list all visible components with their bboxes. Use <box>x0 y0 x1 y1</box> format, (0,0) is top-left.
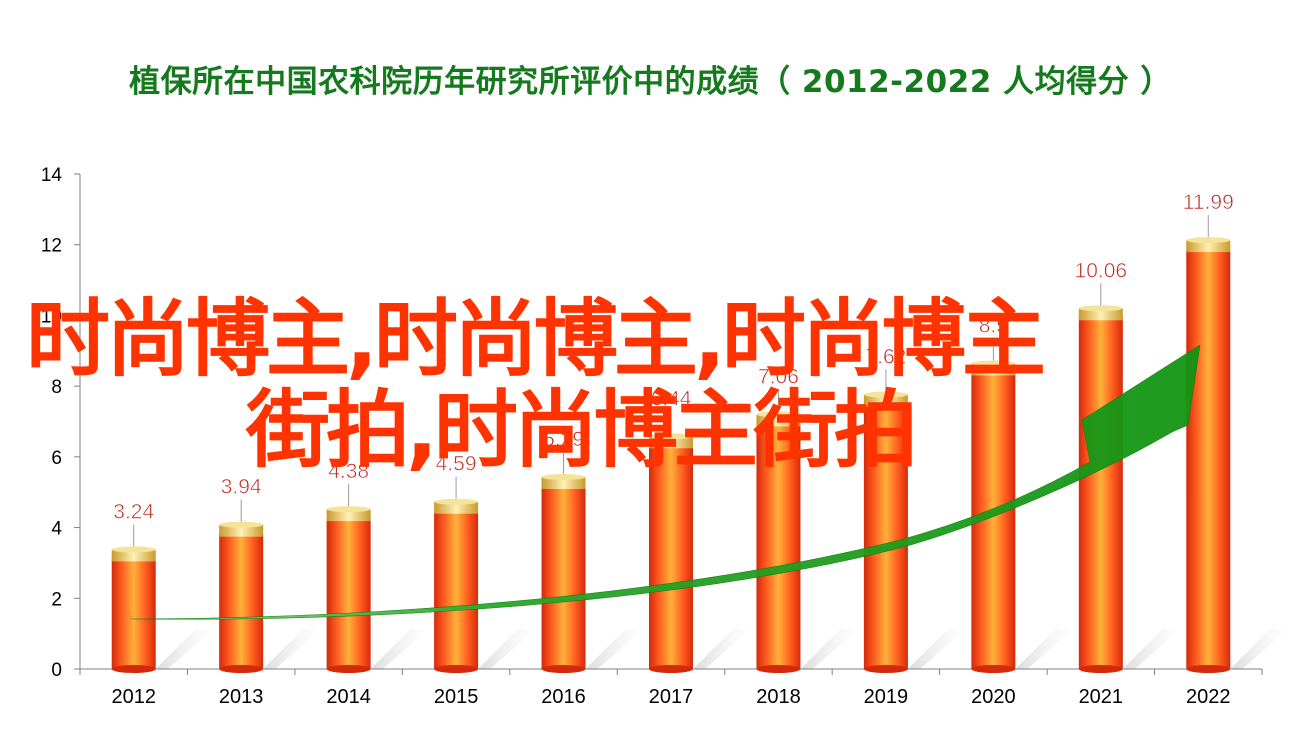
bar-shadow <box>1122 629 1181 669</box>
bar-shadow <box>1230 629 1289 669</box>
y-tick-label: 0 <box>51 660 62 681</box>
bar-cap-top <box>434 498 479 505</box>
data-label: 7.06 <box>758 365 799 388</box>
bar-base <box>971 665 1016 673</box>
x-tick-label: 2021 <box>1079 686 1124 708</box>
bar-cap <box>863 394 908 407</box>
bar-cap <box>111 549 156 562</box>
data-label: 6.44 <box>651 387 692 410</box>
data-label: 10.06 <box>1075 259 1128 282</box>
bar-cap-top <box>219 521 264 528</box>
bar-cap <box>541 476 586 489</box>
bar-base <box>1078 665 1123 673</box>
bar-base <box>111 665 156 673</box>
data-label: 11.99 <box>1183 191 1234 214</box>
data-label: 5.29 <box>543 428 584 451</box>
bar-base <box>219 665 264 673</box>
bar-cap <box>649 436 693 449</box>
bar-cap-top <box>326 506 371 513</box>
bar <box>863 403 908 669</box>
bar-shadow <box>585 629 644 669</box>
y-tick-label: 10 <box>41 306 62 327</box>
bar-cap-top <box>1186 237 1231 244</box>
x-tick-label: 2020 <box>971 686 1016 708</box>
bar-base <box>649 665 693 673</box>
y-tick-label: 14 <box>41 165 63 186</box>
bar-cap-top <box>863 391 908 398</box>
bar-cap <box>1186 240 1231 253</box>
chart-title: 植保所在中国农科院历年研究所评价中的成绩（ 2012-2022 人均得分 ） <box>129 64 1172 100</box>
x-tick-label: 2015 <box>434 686 479 708</box>
bar-base <box>541 665 586 673</box>
data-label: 8.5 <box>979 314 1008 337</box>
bar-shadow <box>800 629 859 669</box>
y-tick-label: 8 <box>51 377 62 398</box>
bar-shadow <box>155 629 214 669</box>
bar-cap <box>219 524 264 537</box>
trend-arrow <box>129 344 1201 620</box>
bar <box>1078 317 1123 669</box>
bar-cap <box>971 363 1016 376</box>
data-label: 3.94 <box>221 476 262 499</box>
y-tick-label: 12 <box>41 236 62 257</box>
y-tick-label: 4 <box>51 519 62 540</box>
data-label: 4.38 <box>328 460 369 483</box>
bar-cap-top <box>541 473 586 480</box>
x-tick-label: 2012 <box>111 686 156 708</box>
x-tick-label: 2016 <box>541 686 586 708</box>
bar-cap-top <box>971 360 1016 367</box>
bar <box>434 510 479 669</box>
data-label: 7.62 <box>865 346 906 369</box>
bar <box>756 423 801 669</box>
bar <box>219 533 264 669</box>
bar-shadow <box>478 629 537 669</box>
bar-shadow <box>263 629 322 669</box>
data-label: 4.59 <box>436 453 477 476</box>
bar <box>541 485 586 669</box>
bar-cap <box>756 414 801 427</box>
y-tick-label: 2 <box>51 589 62 610</box>
bar-cap <box>1078 308 1123 321</box>
bar-base <box>1186 665 1231 673</box>
bar-cap-top <box>1078 305 1123 312</box>
bar-cap <box>326 509 371 522</box>
bar-base <box>326 665 371 673</box>
bar-shadow <box>370 629 429 669</box>
data-label: 3.24 <box>113 500 154 523</box>
bar-cap-top <box>111 546 156 553</box>
bar-shadow <box>907 629 966 669</box>
bar-cap <box>434 501 479 514</box>
bar-cap-top <box>756 411 801 418</box>
x-tick-label: 2013 <box>219 686 264 708</box>
bar-base <box>756 665 801 673</box>
bar <box>1186 249 1231 669</box>
bar-base <box>434 665 479 673</box>
y-tick-label: 6 <box>51 448 62 469</box>
bar-shadow <box>693 629 751 669</box>
bar-shadow <box>1015 629 1074 669</box>
bar <box>326 518 371 669</box>
x-tick-label: 2014 <box>326 686 371 708</box>
bar <box>649 445 693 669</box>
x-tick-label: 2018 <box>756 686 801 708</box>
bar <box>111 558 156 669</box>
x-tick-label: 2022 <box>1186 686 1231 708</box>
bar-cap-top <box>649 433 693 440</box>
x-tick-label: 2017 <box>649 686 694 708</box>
x-tick-label: 2019 <box>864 686 909 708</box>
bar-base <box>863 665 908 673</box>
